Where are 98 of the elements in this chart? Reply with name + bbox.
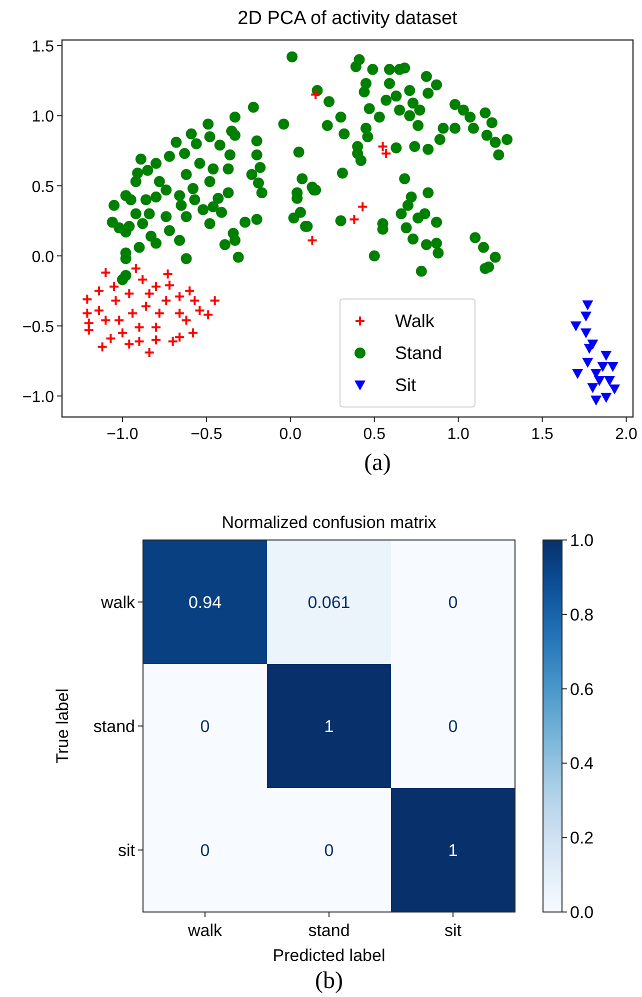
point (597, 362, 608, 372)
data-label: 0 (200, 717, 210, 736)
x-tick-label: stand (308, 921, 350, 940)
y-tick-label: −1.0 (22, 388, 54, 406)
color-bar-label: 0.4 (570, 754, 594, 774)
point (306, 234, 318, 246)
legend-label: Sit (395, 375, 416, 395)
color-bar-label: 0.8 (570, 605, 594, 624)
y-tick-label: 1.0 (32, 108, 54, 126)
text: (a) (364, 450, 391, 476)
point (137, 274, 148, 286)
point (590, 396, 602, 406)
point (127, 308, 138, 319)
point (82, 294, 93, 305)
point (164, 280, 175, 291)
point (100, 314, 112, 326)
point (134, 336, 145, 347)
x-tick-label: 2.0 (615, 426, 638, 443)
point (570, 321, 582, 332)
point (600, 350, 612, 361)
color-bar-label: 0.0 (570, 903, 594, 922)
x-tick-label: 1.5 (531, 426, 554, 443)
point (187, 327, 198, 338)
point (582, 300, 594, 310)
chart-title: 2D PCA of activity dataset (238, 8, 458, 29)
x-tick-label: 0.0 (279, 426, 302, 443)
y-tick-label: walk (100, 593, 136, 612)
point (114, 314, 125, 326)
point (93, 285, 104, 296)
point (134, 322, 145, 333)
point (357, 201, 368, 212)
color-bar-label: 1.0 (570, 531, 594, 550)
point (209, 295, 220, 306)
point (83, 324, 94, 336)
data-label: 0 (324, 841, 334, 860)
point (150, 334, 162, 346)
point (150, 281, 162, 292)
x-tick-label: sit (444, 921, 462, 940)
point (609, 384, 620, 394)
chart-title: Normalized confusion matrix (222, 513, 437, 532)
data-label: 0 (200, 841, 210, 860)
y-tick-label: stand (93, 717, 135, 736)
point (184, 285, 196, 296)
legend-label: Walk (395, 311, 436, 331)
data-label: 0 (448, 593, 458, 612)
point (108, 281, 120, 292)
legend-label: Stand (395, 343, 442, 363)
point (96, 341, 108, 352)
point (600, 392, 612, 403)
point (93, 304, 104, 316)
data-label: 0.94 (188, 593, 222, 612)
data-label: 1 (324, 717, 334, 736)
point (310, 89, 322, 100)
point (587, 383, 598, 394)
point (189, 295, 200, 306)
point (144, 288, 155, 300)
point (607, 362, 618, 372)
point (580, 328, 592, 338)
point (160, 295, 172, 306)
x-tick-label: 0.5 (363, 426, 386, 443)
y-tick-label: −0.5 (22, 318, 54, 336)
point (150, 322, 162, 333)
y-tick-label: 1.5 (32, 38, 54, 56)
x-tick-label: 1.0 (447, 426, 470, 443)
point (110, 295, 122, 306)
point (130, 262, 142, 274)
y-tick-label: 0.0 (32, 248, 54, 266)
point (594, 376, 605, 386)
y-axis-title: True label (53, 688, 72, 764)
point (100, 267, 112, 278)
point (124, 338, 135, 350)
x-tick-label: −0.5 (190, 426, 222, 443)
data-label: 1 (448, 841, 458, 860)
x-axis-title: Predicted label (272, 946, 386, 965)
point (116, 327, 128, 338)
point (105, 333, 116, 344)
point (154, 308, 165, 319)
point (124, 288, 135, 300)
point (604, 376, 615, 386)
point (162, 268, 174, 280)
text: (b) (315, 968, 343, 994)
data-label: 0 (448, 717, 458, 736)
data-label: 0.061 (308, 593, 350, 612)
point (144, 347, 155, 358)
point (174, 332, 186, 343)
point (348, 214, 360, 225)
point (140, 300, 152, 312)
point (582, 358, 594, 368)
y-tick-label: sit (118, 841, 136, 860)
x-tick-label: walk (186, 921, 222, 940)
point (82, 308, 93, 319)
point (174, 290, 186, 302)
y-tick-label: 0.5 (32, 178, 54, 196)
point (572, 369, 584, 380)
point (580, 312, 592, 322)
color-bar-label: 0.2 (570, 828, 594, 848)
color-bar-label: 0.6 (570, 680, 594, 699)
point (167, 336, 178, 347)
